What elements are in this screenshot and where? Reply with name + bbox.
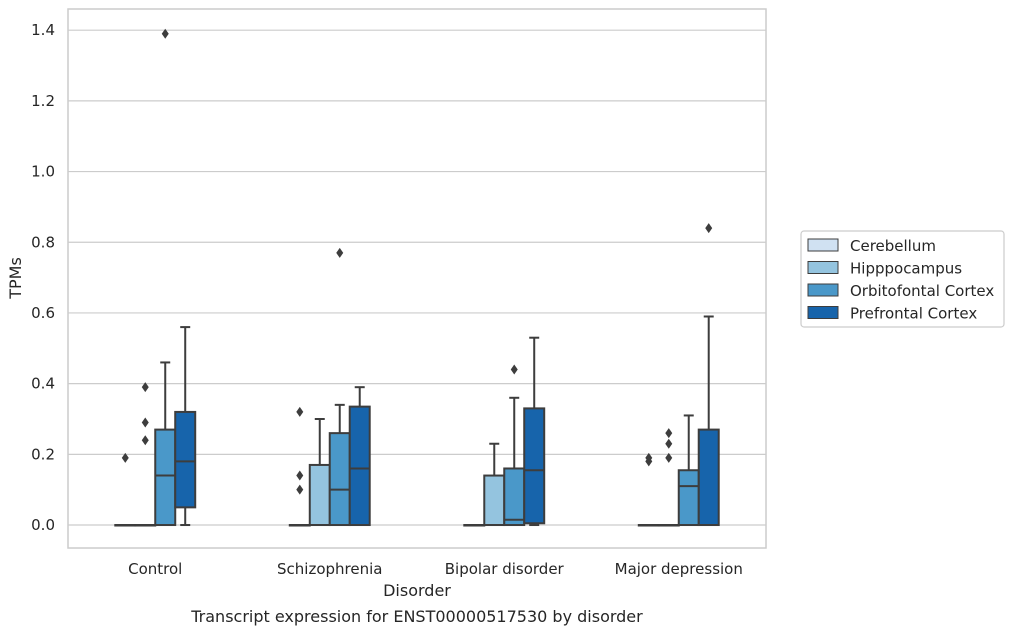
legend: Cerebellum Hipppocampus Orbitofontal Corte… [800,230,1005,328]
outlier-point [665,428,673,439]
outlier-point [645,452,653,463]
outlier-point [296,484,304,495]
y-axis-title: TPMs [6,257,25,300]
figure-caption: Transcript expression for ENST0000051753… [190,607,643,626]
box [348,405,371,527]
y-tick-label: 1.2 [31,92,55,110]
outlier-point [161,28,169,39]
box [154,428,177,527]
outlier-point [665,438,673,449]
y-tick-label: 0.6 [31,304,55,322]
legend-label: Prefrontal Cortex [850,305,977,323]
box [697,428,720,527]
x-tick-label: Control [128,560,182,578]
x-axis-title: Disorder [383,581,451,600]
outlier-point [121,452,129,463]
y-tick-label: 1.4 [31,21,55,39]
y-tick-label: 0.4 [31,375,55,393]
outlier-point [141,382,149,393]
legend-swatch [807,238,839,252]
outlier-point [296,470,304,481]
legend-swatch [807,261,839,274]
box [174,410,197,509]
y-tick-label: 0.0 [31,516,55,534]
plot-frame [67,8,767,549]
outlier-point [141,417,149,428]
outlier-point [141,435,149,446]
legend-label: Orbitofontal Cortex [850,282,994,300]
x-tick-label: Major depression [615,560,743,578]
legend-label: Cerebellum [850,237,936,255]
legend-label: Hipppocampus [850,260,962,278]
legend-swatch [807,306,839,319]
y-tick-label: 0.2 [31,445,55,463]
y-tick-label: 1.0 [31,163,55,181]
x-tick-label: Schizophrenia [277,560,382,578]
outlier-point [665,452,673,463]
box [308,463,331,527]
outlier-point [336,247,344,258]
outlier-point [705,223,713,234]
box [677,469,700,527]
plot-area: 0.0 0.2 0.4 0.6 0.8 1.0 1.2 1.4 Control Schizophr… [31,8,767,578]
box [328,432,351,527]
box [483,474,506,527]
box [523,407,546,525]
x-tick-label: Bipolar disorder [445,560,565,578]
legend-swatch [807,283,839,297]
outlier-point [510,364,518,375]
box [503,467,526,527]
y-tick-label: 0.8 [31,233,55,251]
outlier-point [296,406,304,417]
legend-frame [800,230,1005,328]
